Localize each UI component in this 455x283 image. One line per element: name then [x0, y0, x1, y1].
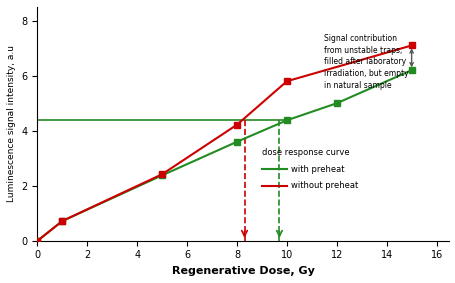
Text: without preheat: without preheat	[290, 181, 357, 190]
Text: Signal contribution
from unstable traps,
filled after laboratory
irradiation, bu: Signal contribution from unstable traps,…	[324, 34, 408, 90]
Text: with preheat: with preheat	[290, 165, 344, 174]
X-axis label: Regenerative Dose, Gy: Regenerative Dose, Gy	[172, 266, 314, 276]
Text: dose response curve: dose response curve	[262, 148, 349, 157]
Y-axis label: Luminescence signal intensity, a.u: Luminescence signal intensity, a.u	[7, 45, 16, 202]
